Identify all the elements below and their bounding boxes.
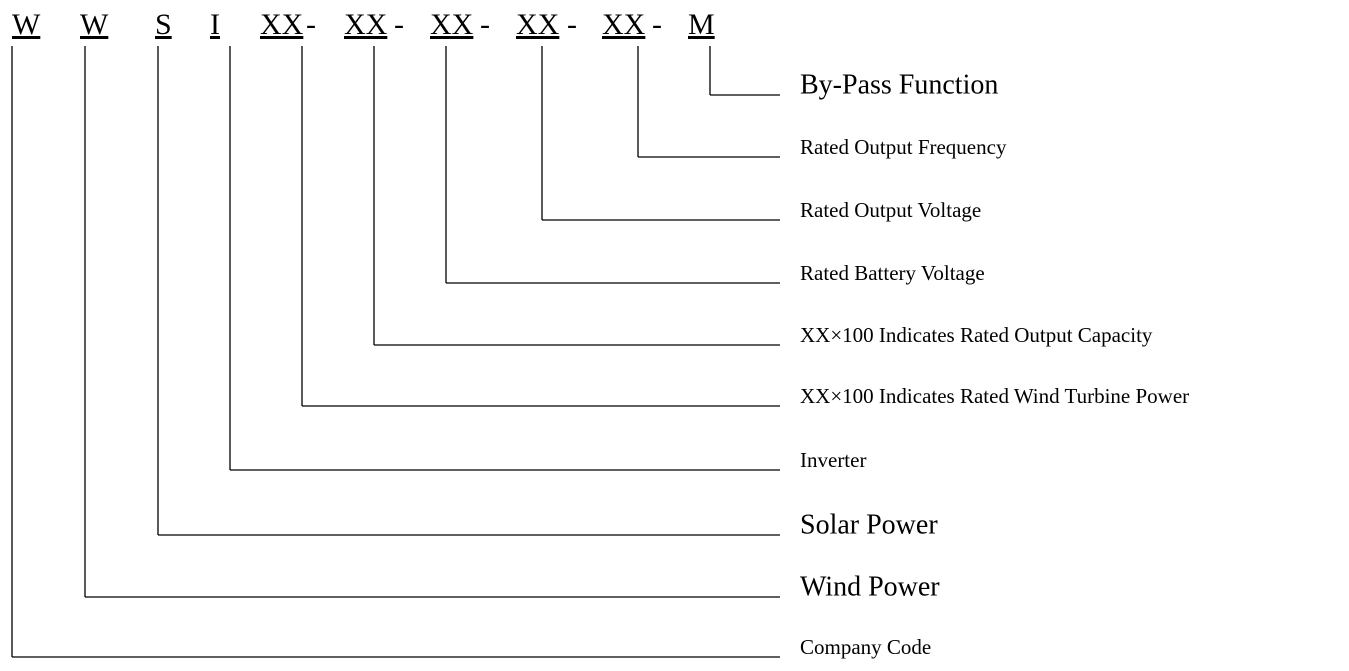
code-separator: -: [394, 8, 404, 41]
code-label: Inverter: [800, 448, 866, 472]
code-separator: -: [567, 8, 577, 41]
code-label: Company Code: [800, 635, 931, 659]
code-label: XX×100 Indicates Rated Wind Turbine Powe…: [800, 384, 1189, 408]
code-segment: W: [80, 8, 109, 41]
code-separator: -: [480, 8, 490, 41]
code-label: Rated Output Voltage: [800, 198, 981, 222]
code-segment: XX: [602, 8, 646, 41]
code-segment: S: [155, 8, 172, 41]
code-label: Rated Output Frequency: [800, 135, 1007, 159]
code-segment: XX: [516, 8, 560, 41]
code-separator: -: [652, 8, 662, 41]
code-separator: -: [306, 8, 316, 41]
code-label: Solar Power: [800, 509, 938, 540]
code-segment: XX: [430, 8, 474, 41]
code-label: Rated Battery Voltage: [800, 261, 985, 285]
code-segment: M: [688, 8, 715, 41]
code-label: XX×100 Indicates Rated Output Capacity: [800, 323, 1153, 347]
code-segment: I: [210, 8, 220, 41]
code-segment: XX: [344, 8, 388, 41]
code-label: By-Pass Function: [800, 69, 998, 100]
code-segment: XX: [260, 8, 304, 41]
code-label: Wind Power: [800, 571, 940, 602]
code-segment: W: [12, 8, 41, 41]
